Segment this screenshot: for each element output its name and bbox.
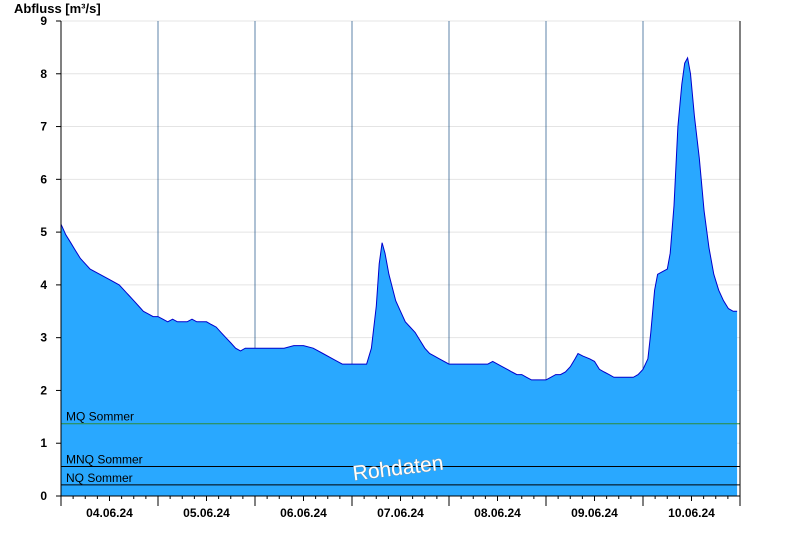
nq-sommer-label: NQ Sommer — [66, 471, 133, 485]
discharge-line — [60, 56, 738, 381]
mnq-sommer-label: MNQ Sommer — [66, 452, 143, 466]
y-tick-label: 2 — [40, 383, 47, 397]
reference-lines: MQ Sommer MNQ Sommer NQ Sommer — [61, 410, 740, 486]
y-tick-label: 6 — [40, 172, 47, 186]
x-tick-label: 07.06.24 — [377, 506, 424, 520]
x-tick-label: 06.06.24 — [280, 506, 327, 520]
x-tick-label: 05.06.24 — [183, 506, 230, 520]
axes: 0 1 2 3 4 5 6 7 8 9 04.06.24 05.06.24 06.06.24 07.06.… — [40, 14, 741, 520]
y-axis-title: Abfluss [m³/s] — [14, 1, 101, 16]
y-tick-label: 9 — [40, 14, 47, 28]
y-tick-label: 4 — [40, 278, 47, 292]
mq-sommer-label: MQ Sommer — [66, 410, 134, 424]
x-tick-label: 04.06.24 — [86, 506, 133, 520]
y-tick-label: 1 — [40, 436, 47, 450]
x-tick-label: 10.06.24 — [668, 506, 715, 520]
x-tick-label: 08.06.24 — [474, 506, 521, 520]
y-tick-label: 7 — [40, 120, 47, 134]
x-tick-label: 09.06.24 — [571, 506, 618, 520]
discharge-area — [61, 57, 738, 497]
y-tick-label: 0 — [40, 489, 47, 503]
y-tick-label: 3 — [40, 331, 47, 345]
y-tick-label: 5 — [40, 225, 47, 239]
y-tick-label: 8 — [40, 67, 47, 81]
series-area-layer — [60, 56, 738, 497]
